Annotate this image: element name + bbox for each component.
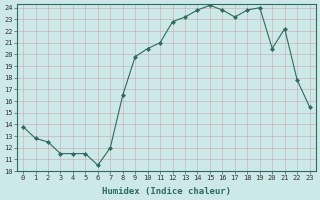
X-axis label: Humidex (Indice chaleur): Humidex (Indice chaleur) — [102, 187, 231, 196]
